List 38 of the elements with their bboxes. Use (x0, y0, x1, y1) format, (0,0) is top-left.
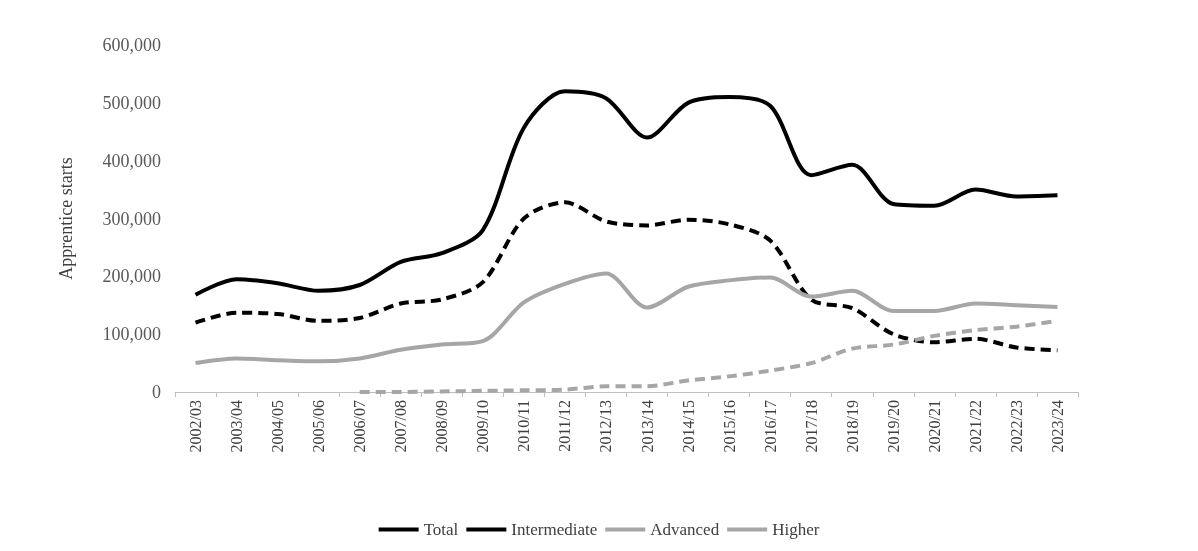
x-tick-label: 2017/18 (802, 400, 820, 453)
y-tick-label: 400,000 (102, 150, 161, 171)
legend-label: Advanced (650, 520, 720, 539)
x-tick-label: 2023/24 (1048, 400, 1066, 453)
x-tick-label: 2006/07 (351, 400, 369, 453)
x-tick-label: 2009/10 (474, 400, 492, 453)
x-tick-label: 2022/23 (1007, 400, 1025, 453)
x-tick-label: 2012/13 (597, 400, 615, 453)
x-tick-label: 2010/11 (515, 400, 533, 452)
y-tick-label: 100,000 (102, 324, 161, 345)
x-tick-label: 2004/05 (269, 400, 287, 453)
x-tick-label: 2005/06 (310, 400, 328, 453)
y-axis-title: Apprentice starts (56, 157, 76, 280)
y-tick-label: 500,000 (102, 92, 161, 113)
x-tick-label: 2007/08 (392, 400, 410, 453)
x-tick-label: 2002/03 (187, 400, 205, 453)
legend-label: Total (423, 520, 459, 539)
line-series (193, 271, 1060, 366)
y-tick-label: 600,000 (102, 35, 161, 55)
line-series (193, 200, 1060, 353)
line-series (193, 89, 1060, 297)
y-tick-label: 200,000 (102, 266, 161, 287)
x-tick-label: 2016/17 (761, 400, 779, 453)
x-tick-label: 2018/19 (843, 400, 861, 453)
x-tick-label: 2008/09 (433, 400, 451, 453)
x-tick-label: 2014/15 (679, 400, 697, 453)
x-tick-label: 2019/20 (884, 400, 902, 453)
x-tick-label: 2003/04 (228, 400, 246, 453)
legend-label: Higher (772, 520, 820, 539)
x-tick-label: 2011/12 (556, 400, 574, 452)
x-tick-label: 2015/16 (720, 400, 738, 453)
x-tick-label: 2021/22 (966, 400, 984, 453)
x-tick-label: 2020/21 (925, 400, 943, 453)
x-tick-label: 2013/14 (638, 400, 656, 453)
line-series (357, 318, 1060, 394)
y-tick-label: 300,000 (102, 208, 161, 229)
y-tick-label: 0 (152, 382, 161, 402)
legend-label: Intermediate (511, 520, 598, 539)
